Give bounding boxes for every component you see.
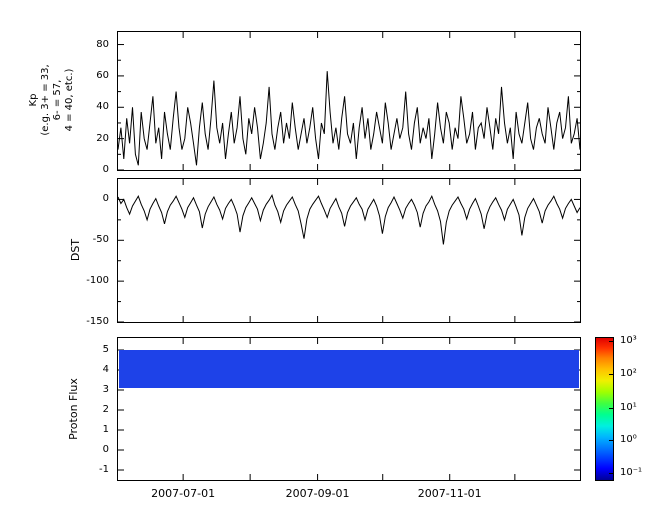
- x-tick-label: 2007-11-01: [417, 487, 482, 500]
- colorbar-tick-label: 10¹: [620, 401, 637, 413]
- colorbar-tick-label: 10²: [620, 367, 637, 379]
- kp-chart-panel: [117, 31, 581, 171]
- colorbar-tick-mark: [609, 341, 613, 342]
- proton-flux-spectrogram: [118, 338, 580, 480]
- y-tick-label: -150: [86, 316, 109, 327]
- colorbar-tick-label: 10³: [620, 334, 637, 346]
- y-tick-label: 80: [96, 38, 109, 50]
- x-tick-label: 2007-09-01: [285, 487, 350, 500]
- colorbar-tick-label: 10⁰: [620, 434, 637, 446]
- y-tick-label: 60: [96, 69, 109, 81]
- y-tick-label: 20: [96, 132, 109, 144]
- colorbar: [595, 337, 614, 481]
- dst-index-series: [118, 194, 580, 245]
- y-tick-label: 40: [96, 101, 109, 113]
- colorbar-tick-mark: [609, 440, 613, 441]
- y-tick-label: 5: [102, 344, 109, 355]
- colorbar-tick-mark: [609, 473, 613, 474]
- colorbar-tick-mark: [609, 408, 613, 409]
- y-tick-label: 4: [102, 364, 109, 375]
- y-tick-label: 3: [102, 384, 109, 395]
- kp-index-series: [118, 71, 580, 166]
- y-tick-label: 1: [102, 424, 109, 435]
- y-tick-label: -1: [99, 464, 109, 475]
- dst-line-plot: [118, 179, 580, 322]
- colorbar-tick-label: 10⁻¹: [620, 466, 643, 478]
- x-tick-label: 2007-07-01: [151, 487, 216, 500]
- y-tick-label: -50: [92, 234, 109, 246]
- proton-flux-chart-panel: [117, 337, 581, 481]
- kp-line-plot: [118, 32, 580, 170]
- proton-flux-band: [119, 350, 579, 388]
- y-tick-label: 2: [102, 404, 109, 415]
- dst-chart-panel: [117, 178, 581, 323]
- y-tick-label: 0: [102, 444, 109, 455]
- y-tick-label: 0: [102, 193, 109, 205]
- y-tick-label: 0: [102, 164, 109, 175]
- colorbar-tick-mark: [609, 374, 613, 375]
- y-tick-label: -100: [86, 275, 109, 287]
